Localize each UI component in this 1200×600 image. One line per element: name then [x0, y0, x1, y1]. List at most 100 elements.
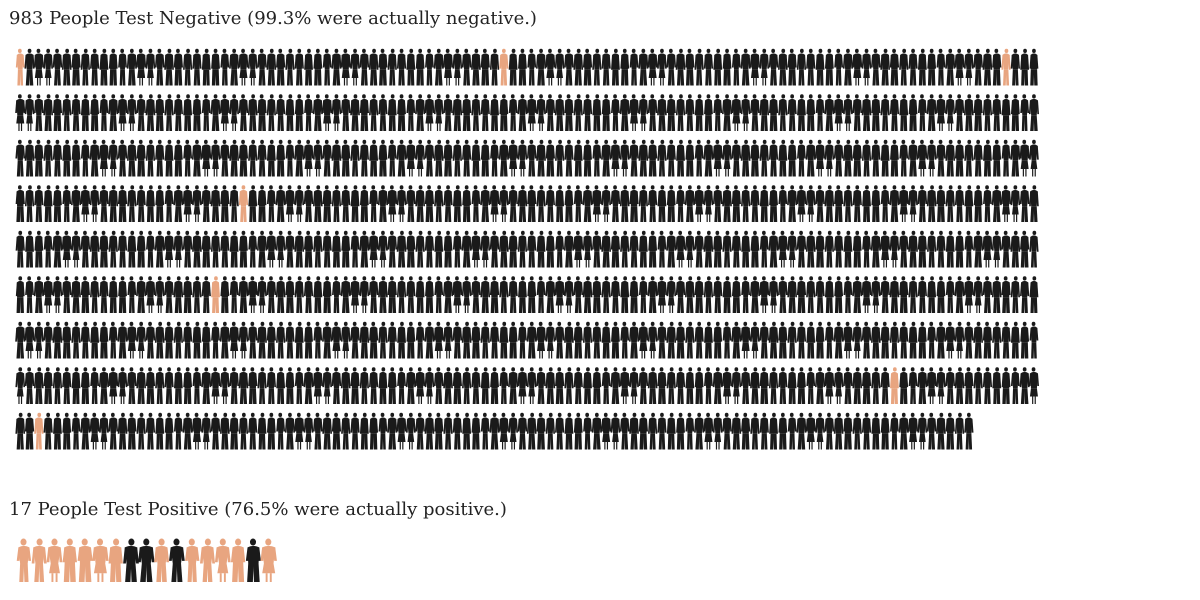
negative-person-icon — [778, 276, 788, 313]
negative-person-icon — [257, 367, 267, 404]
negative-person-icon — [173, 139, 183, 177]
negative-person-icon — [898, 412, 909, 450]
negative-person-icon — [155, 94, 165, 131]
negative-person-icon — [768, 276, 779, 313]
negative-person-icon — [805, 230, 816, 268]
negative-person-icon — [303, 367, 314, 404]
negative-person-icon — [964, 48, 974, 86]
negative-person-icon — [462, 412, 472, 450]
negative-person-icon — [387, 321, 397, 359]
negative-person-icon — [257, 185, 267, 222]
negative-person-icon — [768, 230, 779, 268]
negative-person-icon — [229, 321, 240, 359]
negative-person-icon — [220, 230, 230, 268]
negative-person-icon — [470, 230, 482, 268]
negative-person-icon — [1020, 321, 1030, 359]
negative-person-icon — [815, 94, 825, 131]
negative-person-icon — [806, 367, 816, 404]
negative-person-icon — [834, 230, 844, 268]
negative-person-icon — [749, 48, 761, 86]
negative-person-icon — [833, 412, 844, 450]
negative-person-icon — [192, 94, 202, 131]
negative-person-icon — [545, 139, 555, 177]
negative-person-icon — [248, 185, 258, 222]
negative-person-icon — [741, 230, 751, 268]
negative-person-icon — [787, 412, 797, 450]
negative-person-icon — [201, 321, 211, 359]
negative-person-icon — [508, 94, 518, 131]
negative-person-icon — [136, 185, 146, 222]
negative-person-icon — [861, 367, 872, 404]
negative-person-icon — [694, 412, 705, 450]
negative-person-icon — [601, 367, 611, 404]
negative-person-icon — [247, 94, 258, 131]
negative-person-icon — [80, 139, 90, 177]
negative-person-icon — [703, 139, 714, 177]
negative-person-icon — [862, 185, 871, 222]
negative-person-icon — [276, 48, 286, 86]
negative-person-icon — [1019, 185, 1030, 222]
negative-person-icon — [648, 139, 658, 177]
negative-person-icon — [936, 48, 946, 86]
negative-person-icon — [629, 185, 639, 222]
negative-person-icon — [657, 139, 667, 177]
negative-person-icon — [629, 276, 639, 313]
negative-person-icon — [369, 367, 379, 404]
positive-person-icon — [214, 538, 231, 582]
negative-person-icon — [620, 230, 630, 268]
negative-person-icon — [127, 94, 137, 131]
negative-person-icon — [396, 276, 407, 313]
negative-person-icon — [192, 276, 202, 313]
negative-person-icon — [582, 185, 593, 222]
positive-person-icon — [123, 538, 139, 582]
negative-person-icon — [108, 276, 118, 313]
negative-person-icon — [462, 185, 472, 222]
negative-person-icon — [173, 48, 183, 86]
negative-person-icon — [108, 230, 118, 268]
positive-person-icon — [230, 538, 246, 582]
negative-person-icon — [740, 139, 751, 177]
negative-person-icon — [210, 367, 221, 404]
negative-person-icon — [611, 94, 620, 131]
negative-person-icon — [601, 139, 612, 177]
negative-person-icon — [945, 367, 956, 404]
negative-person-icon — [238, 139, 249, 177]
negative-person-icon — [452, 139, 462, 177]
negative-person-icon — [675, 367, 686, 404]
negative-person-icon — [889, 94, 900, 131]
negative-person-icon — [982, 321, 993, 359]
negative-person-icon — [954, 139, 965, 177]
negative-person-icon — [582, 48, 593, 86]
negative-person-icon — [824, 139, 835, 177]
negative-person-icon — [982, 48, 993, 86]
negative-person-icon — [294, 412, 305, 450]
negative-person-icon — [768, 48, 779, 86]
negative-person-icon — [80, 321, 90, 359]
negative-person-icon — [955, 230, 964, 268]
negative-person-icon — [154, 276, 165, 313]
negative-person-icon — [935, 94, 947, 131]
negative-person-icon — [332, 276, 341, 313]
negative-person-icon — [964, 412, 974, 450]
negative-person-icon — [684, 185, 695, 222]
negative-person-icon — [917, 139, 928, 177]
negative-person-icon — [583, 139, 592, 177]
negative-person-icon — [433, 48, 444, 86]
negative-person-icon — [619, 367, 630, 404]
negative-person-icon — [452, 412, 462, 450]
negative-person-icon — [694, 367, 704, 404]
negative-person-icon — [248, 412, 258, 450]
negative-person-icon — [917, 321, 927, 359]
negative-person-icon — [34, 367, 44, 404]
negative-person-icon — [536, 185, 546, 222]
negative-person-icon — [778, 321, 788, 359]
negative-person-icon — [815, 321, 825, 359]
negative-person-icon — [192, 185, 202, 222]
negative-person-icon — [173, 276, 184, 313]
positive-person-icon — [169, 538, 185, 582]
negative-person-icon — [824, 230, 834, 268]
negative-person-icon — [71, 367, 81, 404]
negative-person-icon — [80, 276, 90, 313]
negative-person-icon — [452, 321, 463, 359]
negative-person-icon — [685, 276, 695, 313]
